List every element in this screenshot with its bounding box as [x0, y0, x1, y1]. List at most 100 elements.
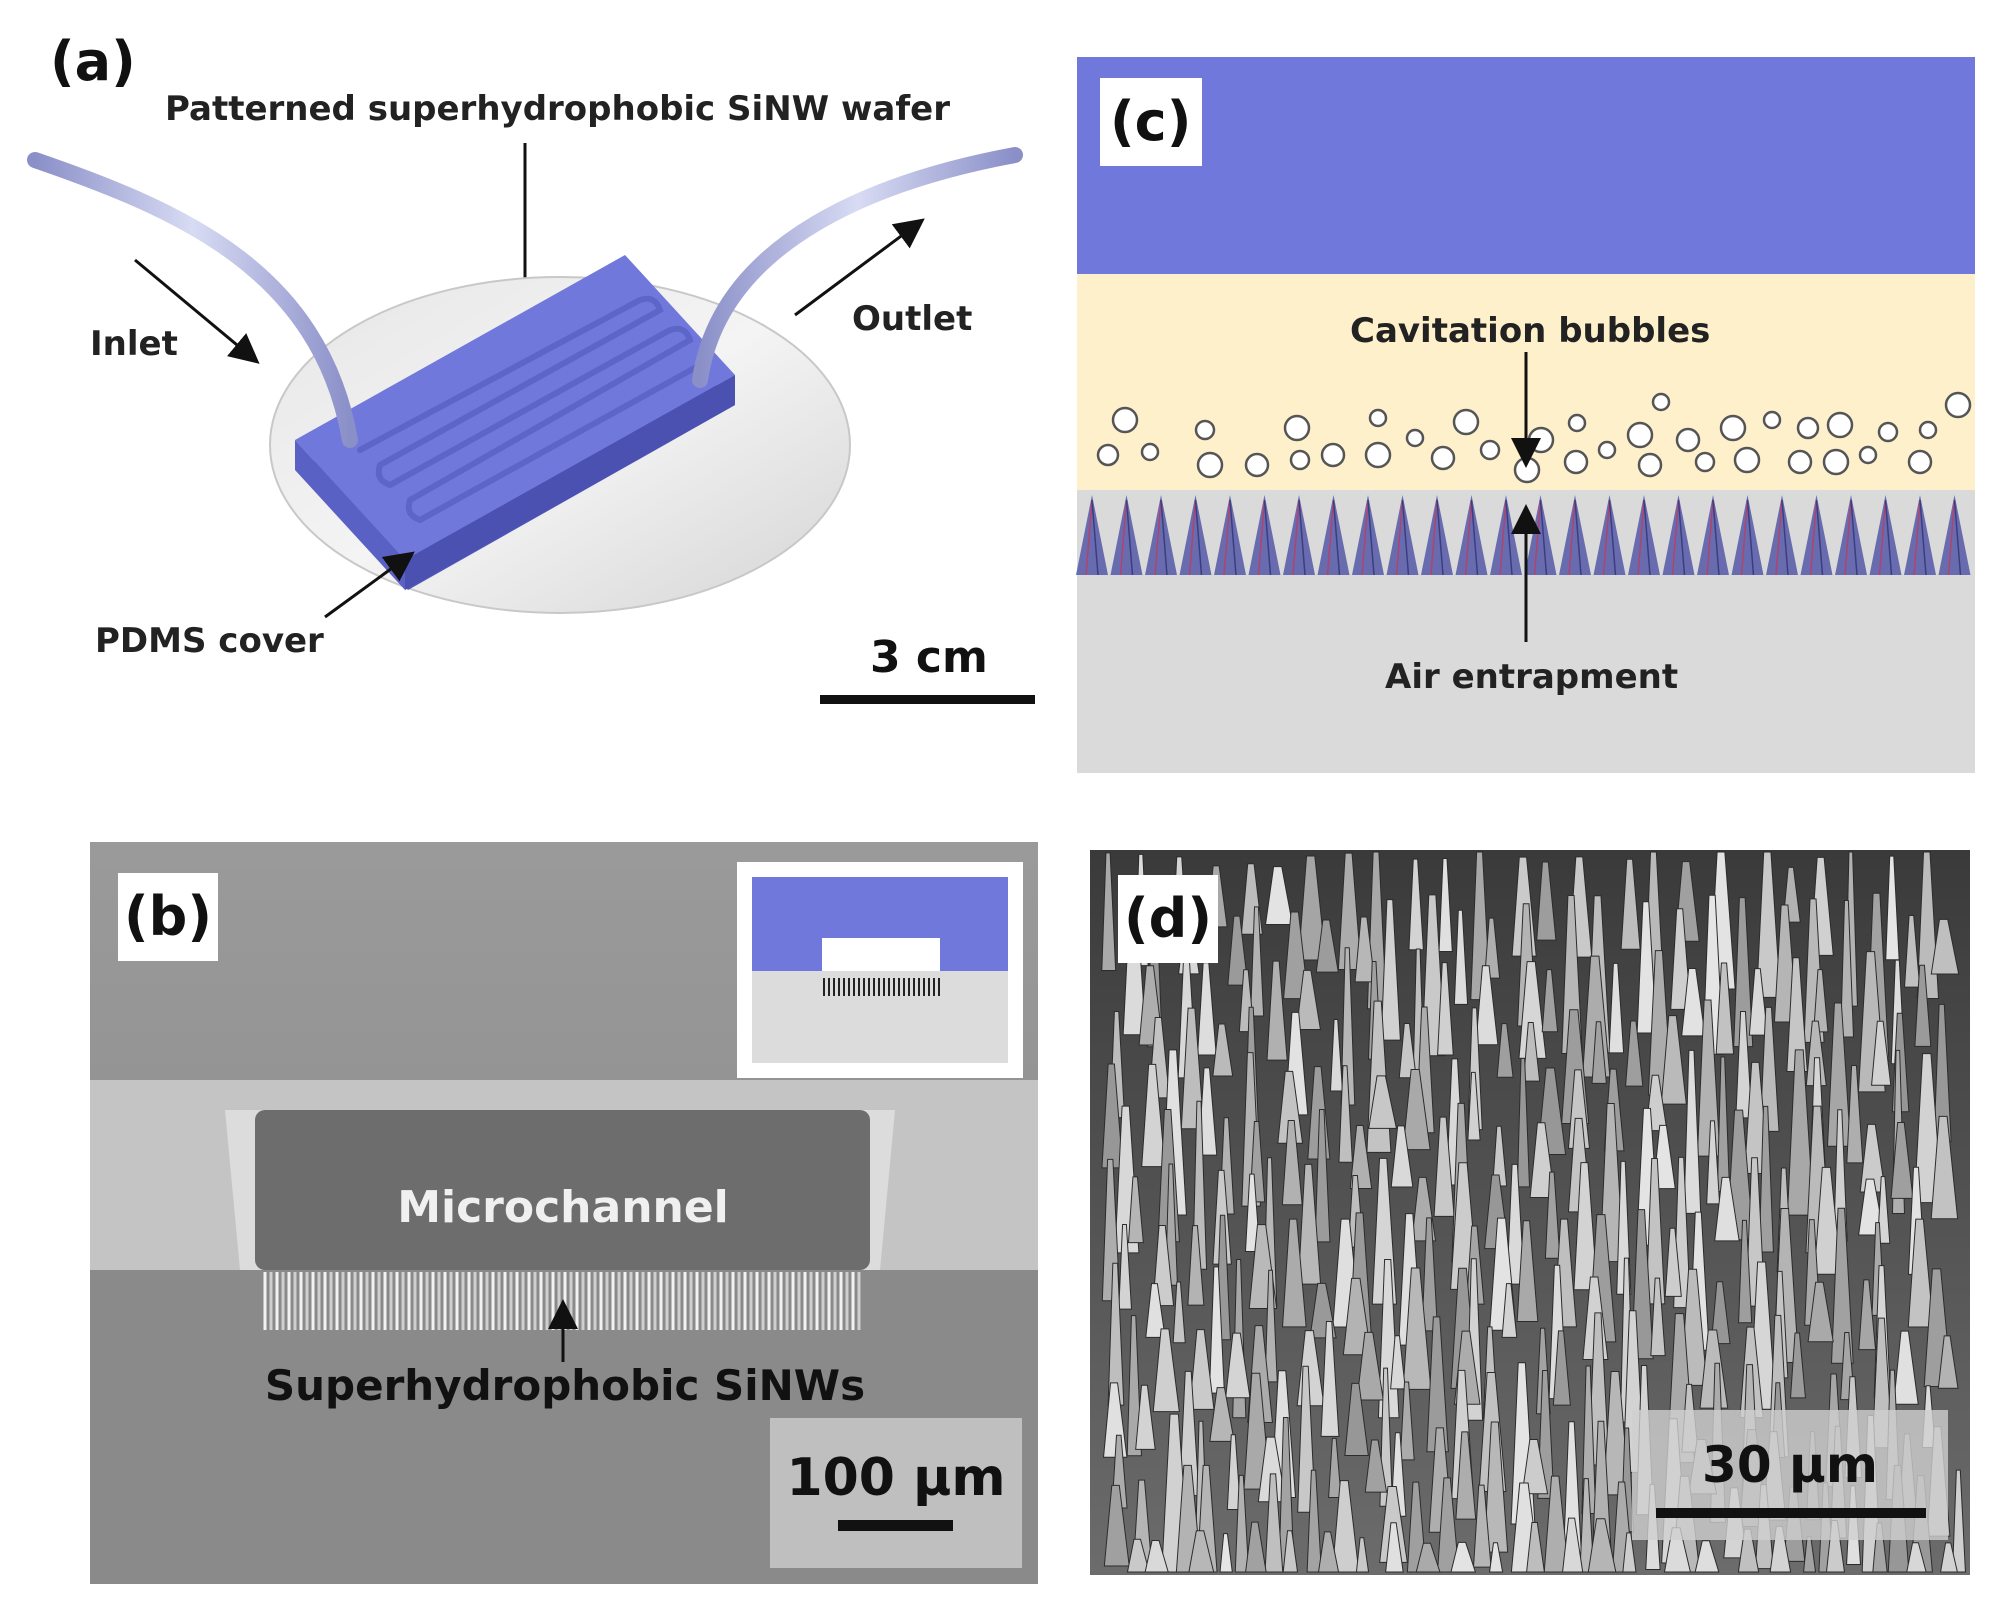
sinw-spike	[1930, 1115, 1959, 1220]
bubble	[1787, 449, 1813, 475]
bubble	[1858, 445, 1878, 465]
sinw-spike	[1522, 1021, 1541, 1082]
nanowire-strand	[1706, 499, 1714, 576]
sinw-spike	[1264, 866, 1294, 926]
bubble	[1651, 392, 1671, 412]
nanowire-strand	[1470, 499, 1479, 576]
bubble	[1430, 445, 1456, 471]
nanowire-strand	[1913, 499, 1921, 576]
bubble	[1822, 448, 1850, 476]
sinw-spike	[1187, 1225, 1205, 1306]
sinw-spike	[1264, 1473, 1284, 1573]
bubble	[1694, 451, 1716, 473]
sinw-spike	[1227, 915, 1249, 986]
nanowire-strand	[1677, 499, 1686, 576]
nanowire-cone	[1628, 495, 1660, 575]
nanowire-cone	[1421, 495, 1453, 575]
bubble	[1733, 446, 1761, 474]
panel-b-scale-label: 100 μm	[786, 1448, 1005, 1508]
bubble	[1196, 451, 1224, 479]
sinw-spike	[1660, 1015, 1687, 1105]
nanowire-strand	[1746, 499, 1755, 576]
nanowire-strand	[1919, 499, 1927, 576]
sinw-spike	[1694, 1540, 1720, 1573]
sinw-spike	[1807, 1281, 1834, 1343]
bubble	[1244, 452, 1270, 478]
sinw-spike	[1789, 1332, 1806, 1399]
sinw-spike	[1759, 1006, 1780, 1132]
sinw-spike	[1631, 1209, 1654, 1360]
nanowire-cone	[1386, 495, 1419, 575]
sinw-spike	[1904, 914, 1921, 988]
nanowire-strand	[1740, 499, 1749, 576]
nanowire-strand	[1953, 499, 1962, 576]
sinw-spike	[1355, 1537, 1370, 1573]
nanowire-strand	[1326, 499, 1335, 576]
bubble	[1096, 443, 1120, 467]
panel-d-label-box	[1118, 875, 1218, 963]
sinw-spike	[1561, 1517, 1584, 1573]
sinw-spike	[1141, 1063, 1166, 1168]
nanowire-cone	[1352, 495, 1384, 575]
panel-c-label: (c)	[1110, 90, 1191, 153]
sinw-spike	[1314, 1108, 1331, 1243]
sinw-spike	[1317, 1531, 1340, 1573]
panel-d-scale-label: 30 μm	[1702, 1436, 1878, 1494]
panel-d: (d) 30 μm	[1090, 850, 1970, 1575]
nanowire-strand	[1671, 499, 1680, 576]
sinw-spike	[1496, 1023, 1514, 1078]
sinw-spike	[1506, 1163, 1525, 1285]
sinw-spike	[1356, 1331, 1384, 1401]
sinw-spike	[1226, 1434, 1242, 1510]
sinw-spike	[1368, 1075, 1398, 1129]
sinw-spike	[1758, 1105, 1774, 1253]
microchannel-pattern	[357, 295, 703, 524]
bubble	[1405, 428, 1425, 448]
panel-d-label: (d)	[1124, 887, 1212, 950]
sinw-spike	[1536, 861, 1557, 941]
sinw-spike	[1127, 1176, 1144, 1244]
sinw-spike	[1118, 1223, 1133, 1310]
panel-b-label: (b)	[124, 885, 212, 948]
nanowire-cone	[1076, 495, 1108, 575]
bubble	[1907, 449, 1933, 475]
nanowire-cone	[1455, 495, 1488, 575]
sinw-spike	[1541, 969, 1559, 1033]
nanowire-strand	[1815, 499, 1824, 576]
sinw-spike	[1501, 1283, 1518, 1338]
nanowire-cone	[1800, 495, 1833, 575]
nanowire-strand	[1361, 499, 1369, 576]
sinw-spike	[1364, 1439, 1388, 1493]
sinw-spike	[1859, 1123, 1886, 1193]
sinw-spike	[1338, 1065, 1353, 1163]
sinw-spike	[1625, 1020, 1644, 1087]
sinw-spike	[1890, 1122, 1914, 1199]
nanowire-strand	[1395, 499, 1404, 576]
bubble	[1140, 442, 1160, 462]
sinw-spike	[1438, 858, 1453, 953]
pdms-layer	[1077, 57, 1975, 274]
sinw-spike	[1526, 1522, 1545, 1573]
sinw-spike	[1735, 1010, 1753, 1119]
sinw-spike	[1608, 962, 1625, 1054]
sinw-spike	[1529, 1122, 1556, 1198]
sinw-spike	[1622, 1532, 1637, 1573]
nanowire-cone	[1145, 495, 1177, 575]
bubble	[1877, 421, 1899, 443]
cover-arrow	[324, 551, 415, 619]
nanowire-strand	[1781, 499, 1789, 576]
outlet-arrow	[794, 218, 925, 317]
sinw-spike	[1329, 1018, 1344, 1092]
nanowire-cone	[1179, 495, 1212, 575]
sinw-spike	[1250, 906, 1265, 1017]
sinw-spike	[1714, 1176, 1740, 1242]
sinw-spike	[1907, 1218, 1934, 1328]
sinw-spike	[1914, 964, 1932, 1047]
nanowire-strand	[1775, 499, 1783, 576]
nanowire-strand	[1257, 499, 1266, 576]
nanowire-strand	[1850, 499, 1858, 576]
nanowire-cone	[1248, 495, 1281, 575]
nanowire-strand	[1401, 499, 1410, 576]
sinw-label: Superhydrophobic SiNWs	[265, 1361, 865, 1410]
bubbles-label: Cavitation bubbles	[1350, 311, 1710, 351]
